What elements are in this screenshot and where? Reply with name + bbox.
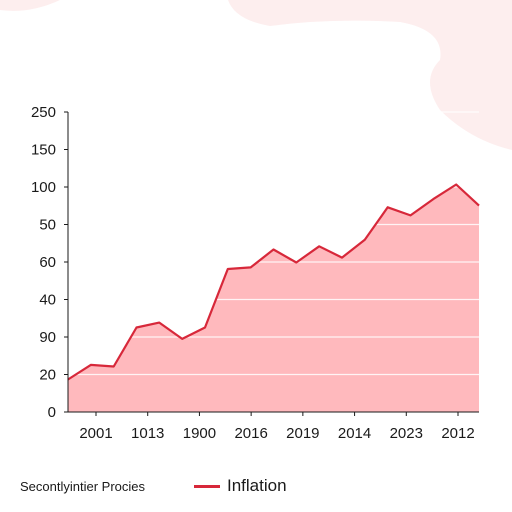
y-tick-label-3: 40	[39, 292, 56, 309]
y-tick-label-7: 150	[31, 142, 56, 159]
x-tick-label-0: 2001	[79, 425, 112, 442]
y-tick-label-8: 250	[31, 104, 56, 121]
y-tick-label-5: 50	[39, 217, 56, 234]
x-tick-label-6: 2023	[390, 425, 423, 442]
y-tick-label-1: 20	[39, 367, 56, 384]
y-tick-label-4: 60	[39, 254, 56, 271]
legend-swatch-inflation	[194, 485, 220, 488]
y-tick-label-2: 90	[39, 329, 56, 346]
legend: Secontlyintier Procies Inflation	[0, 474, 512, 500]
x-tick-label-5: 2014	[338, 425, 371, 442]
area-fill-inflation	[68, 184, 479, 412]
y-tick-label-0: 0	[48, 404, 56, 421]
x-tick-label-4: 2019	[286, 425, 319, 442]
x-tick-label-1: 1013	[131, 425, 164, 442]
y-tick-label-6: 100	[31, 179, 56, 196]
x-tick-label-7: 2012	[441, 425, 474, 442]
area-chart: 0 20 90 40 60 50 100 150 250 2001 1013 1900 2016 2019…	[31, 104, 480, 442]
legend-label-inflation: Inflation	[227, 476, 287, 495]
x-tick-label-2: 1900	[183, 425, 216, 442]
legend-source-text: Secontlyintier Procies	[20, 479, 145, 494]
x-tick-label-3: 2016	[234, 425, 267, 442]
